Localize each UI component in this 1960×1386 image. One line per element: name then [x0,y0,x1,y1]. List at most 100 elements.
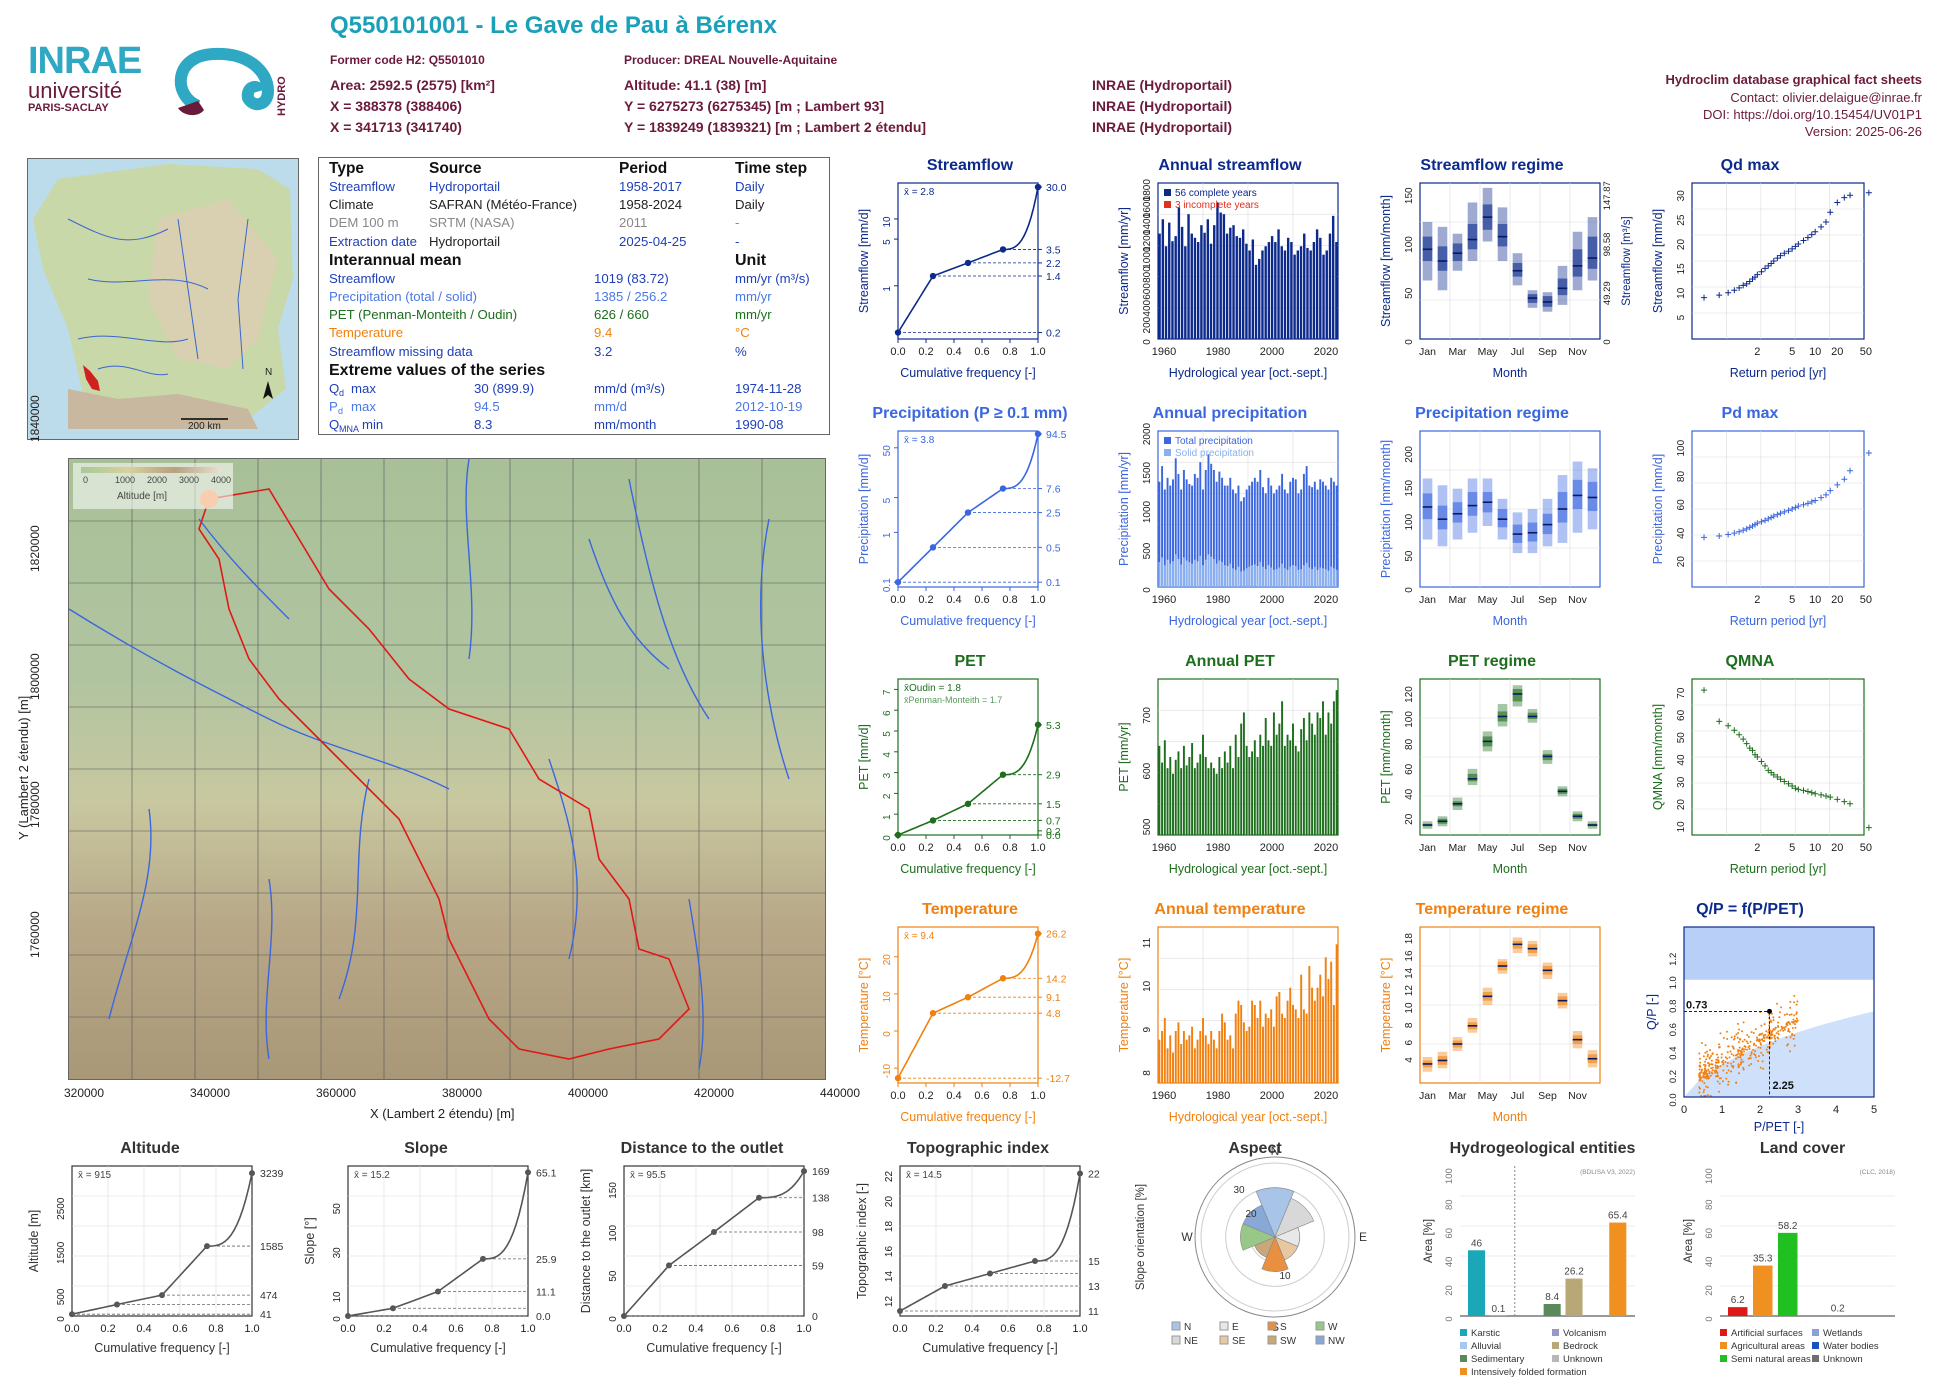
x-tick-label: 10 [1809,842,1821,854]
bar [1328,233,1332,339]
qp-point [1767,1031,1770,1034]
bar [1267,1018,1270,1083]
qp-point [1742,1066,1745,1069]
right-tick-label: 0.5 [1046,542,1061,554]
chart-qd_max: Qd max 2 5 10 20 50 5 10 15 20 25 30 Return period [… [1630,157,1872,392]
right-tick-label: 169 [812,1166,830,1178]
x-axis-label: Month [1493,614,1528,628]
bar [1204,470,1207,587]
qp-point [1705,1069,1708,1072]
qp-point [1698,1057,1701,1060]
return-period-point [1865,189,1872,196]
right-tick-label: 14.2 [1046,973,1067,985]
x-tick-label: 1.0 [520,1323,535,1335]
y-axis-label: Slope orientation [%] [1135,1184,1147,1290]
qp-point [1795,1003,1798,1006]
y-tick-label: 0 [1444,1316,1455,1321]
y-tick-label: 0.4 [1668,1046,1679,1059]
x-tick-label: 1.0 [796,1323,811,1335]
chart-svg: 0.73 2.25 0 1 2 3 4 5 0.0 0.2 0.4 0.6 0.8 1.0 1.2 P/PET… [1645,926,1877,1134]
legend-label: NW [1328,1336,1345,1347]
y-tick-label: 20 [1404,813,1415,825]
x-tick-label: 2 [1754,594,1760,606]
info-cell: DEM 100 m [329,215,399,231]
qp-point [1725,1072,1728,1075]
bar [1264,246,1267,339]
bar-solid [1251,565,1254,587]
return-period-point [1781,250,1788,257]
legend-label: Unknown [1563,1354,1603,1365]
north-arrow-label: N [265,367,273,378]
producer: Producer: DREAL Nouvelle-Aquitaine [624,53,838,67]
legend-label: Agricultural areas [1731,1341,1805,1352]
bar [1278,992,1281,1083]
chart-svg: 0.0 0.2 0.4 0.6 0.8 1.0012345675.32.91.50.70.… [857,678,1061,876]
info-cell: Precipitation (total / solid) [329,289,478,304]
qp-point [1729,1050,1732,1053]
qp-point [1728,1056,1731,1059]
chart-title: Precipitation regime [1415,405,1569,422]
chart-pet_regime: PET regime Jan Mar May Jul Sep Nov 20 40 60 80 100 1… [1372,653,1612,888]
qp-point [1707,1061,1710,1064]
return-period-point [1736,284,1743,291]
x-tick-label: 0.8 [1002,1090,1017,1102]
x-tick-label: 0.0 [890,346,905,358]
qp-point [1702,1091,1705,1094]
qp-point [1788,1030,1791,1033]
y-axis-label: Streamflow [mm/month] [1379,195,1393,327]
source-3: INRAE (Hydroportail) [1092,119,1232,135]
x-tick-label: 5 [1789,346,1795,358]
bar [1306,247,1309,339]
chart-title: Streamflow regime [1420,157,1564,174]
compass-e: E [1359,1230,1367,1244]
qp-point [1753,1042,1756,1045]
qp-point [1735,1033,1738,1036]
return-period-point [1762,517,1769,524]
return-period-point [1834,199,1841,206]
bar [1254,264,1258,339]
x-tick-label: 0.8 [1002,594,1017,606]
y-tick-label: 0.1 [882,578,893,592]
x-axis-label: Cumulative frequency [-] [900,862,1035,876]
qp-point [1722,1037,1725,1040]
info-cell: Streamflow missing data [329,343,473,359]
return-period-point [1800,237,1807,244]
y-tick-label: 600 [1142,762,1153,779]
right-tick-label: 26.2 [1046,929,1067,941]
bar [1316,987,1319,1083]
y-tick-label: 0 [1142,339,1153,345]
bar [1177,751,1180,835]
return-period-point [1740,282,1747,289]
y-tick-label: 800 [1142,266,1153,283]
bar [1212,1039,1215,1083]
chart-svg: 0.0 0.2 0.4 0.6 0.8 1.0 -10 0 10 20 26.2 14.2 9.1 4.8… [857,926,1070,1124]
return-period-point [1827,794,1834,801]
qp-point [1732,1054,1735,1057]
return-period-point [1762,762,1769,769]
x-tick-label: 0.4 [946,1090,961,1102]
bar [1199,754,1202,835]
bar [1327,489,1330,587]
qp-point [1725,1030,1728,1033]
qp-point [1711,1069,1714,1072]
bar [1302,473,1305,587]
qp-point [1704,1064,1707,1067]
qp-point [1752,1048,1755,1051]
x-tick-label: 2020 [1314,842,1338,854]
bar [1286,493,1289,587]
bar [1335,690,1338,835]
x-tick-label: 5 [1871,1104,1877,1116]
bar [1209,243,1213,339]
compass-w: W [1181,1230,1193,1244]
return-period-point [1800,501,1807,508]
return-period-point [1847,467,1854,474]
legend-swatch [1460,1342,1467,1349]
return-period-point [1841,798,1848,805]
bar [1331,215,1335,339]
bar [1188,757,1191,835]
bar [1283,1018,1286,1083]
qp-point [1739,1056,1742,1059]
chart-aspect: AspectNESW203010Slope orientation [%]NES… [1130,1140,1380,1380]
bar [1182,470,1185,587]
bar-solid [1264,569,1267,587]
